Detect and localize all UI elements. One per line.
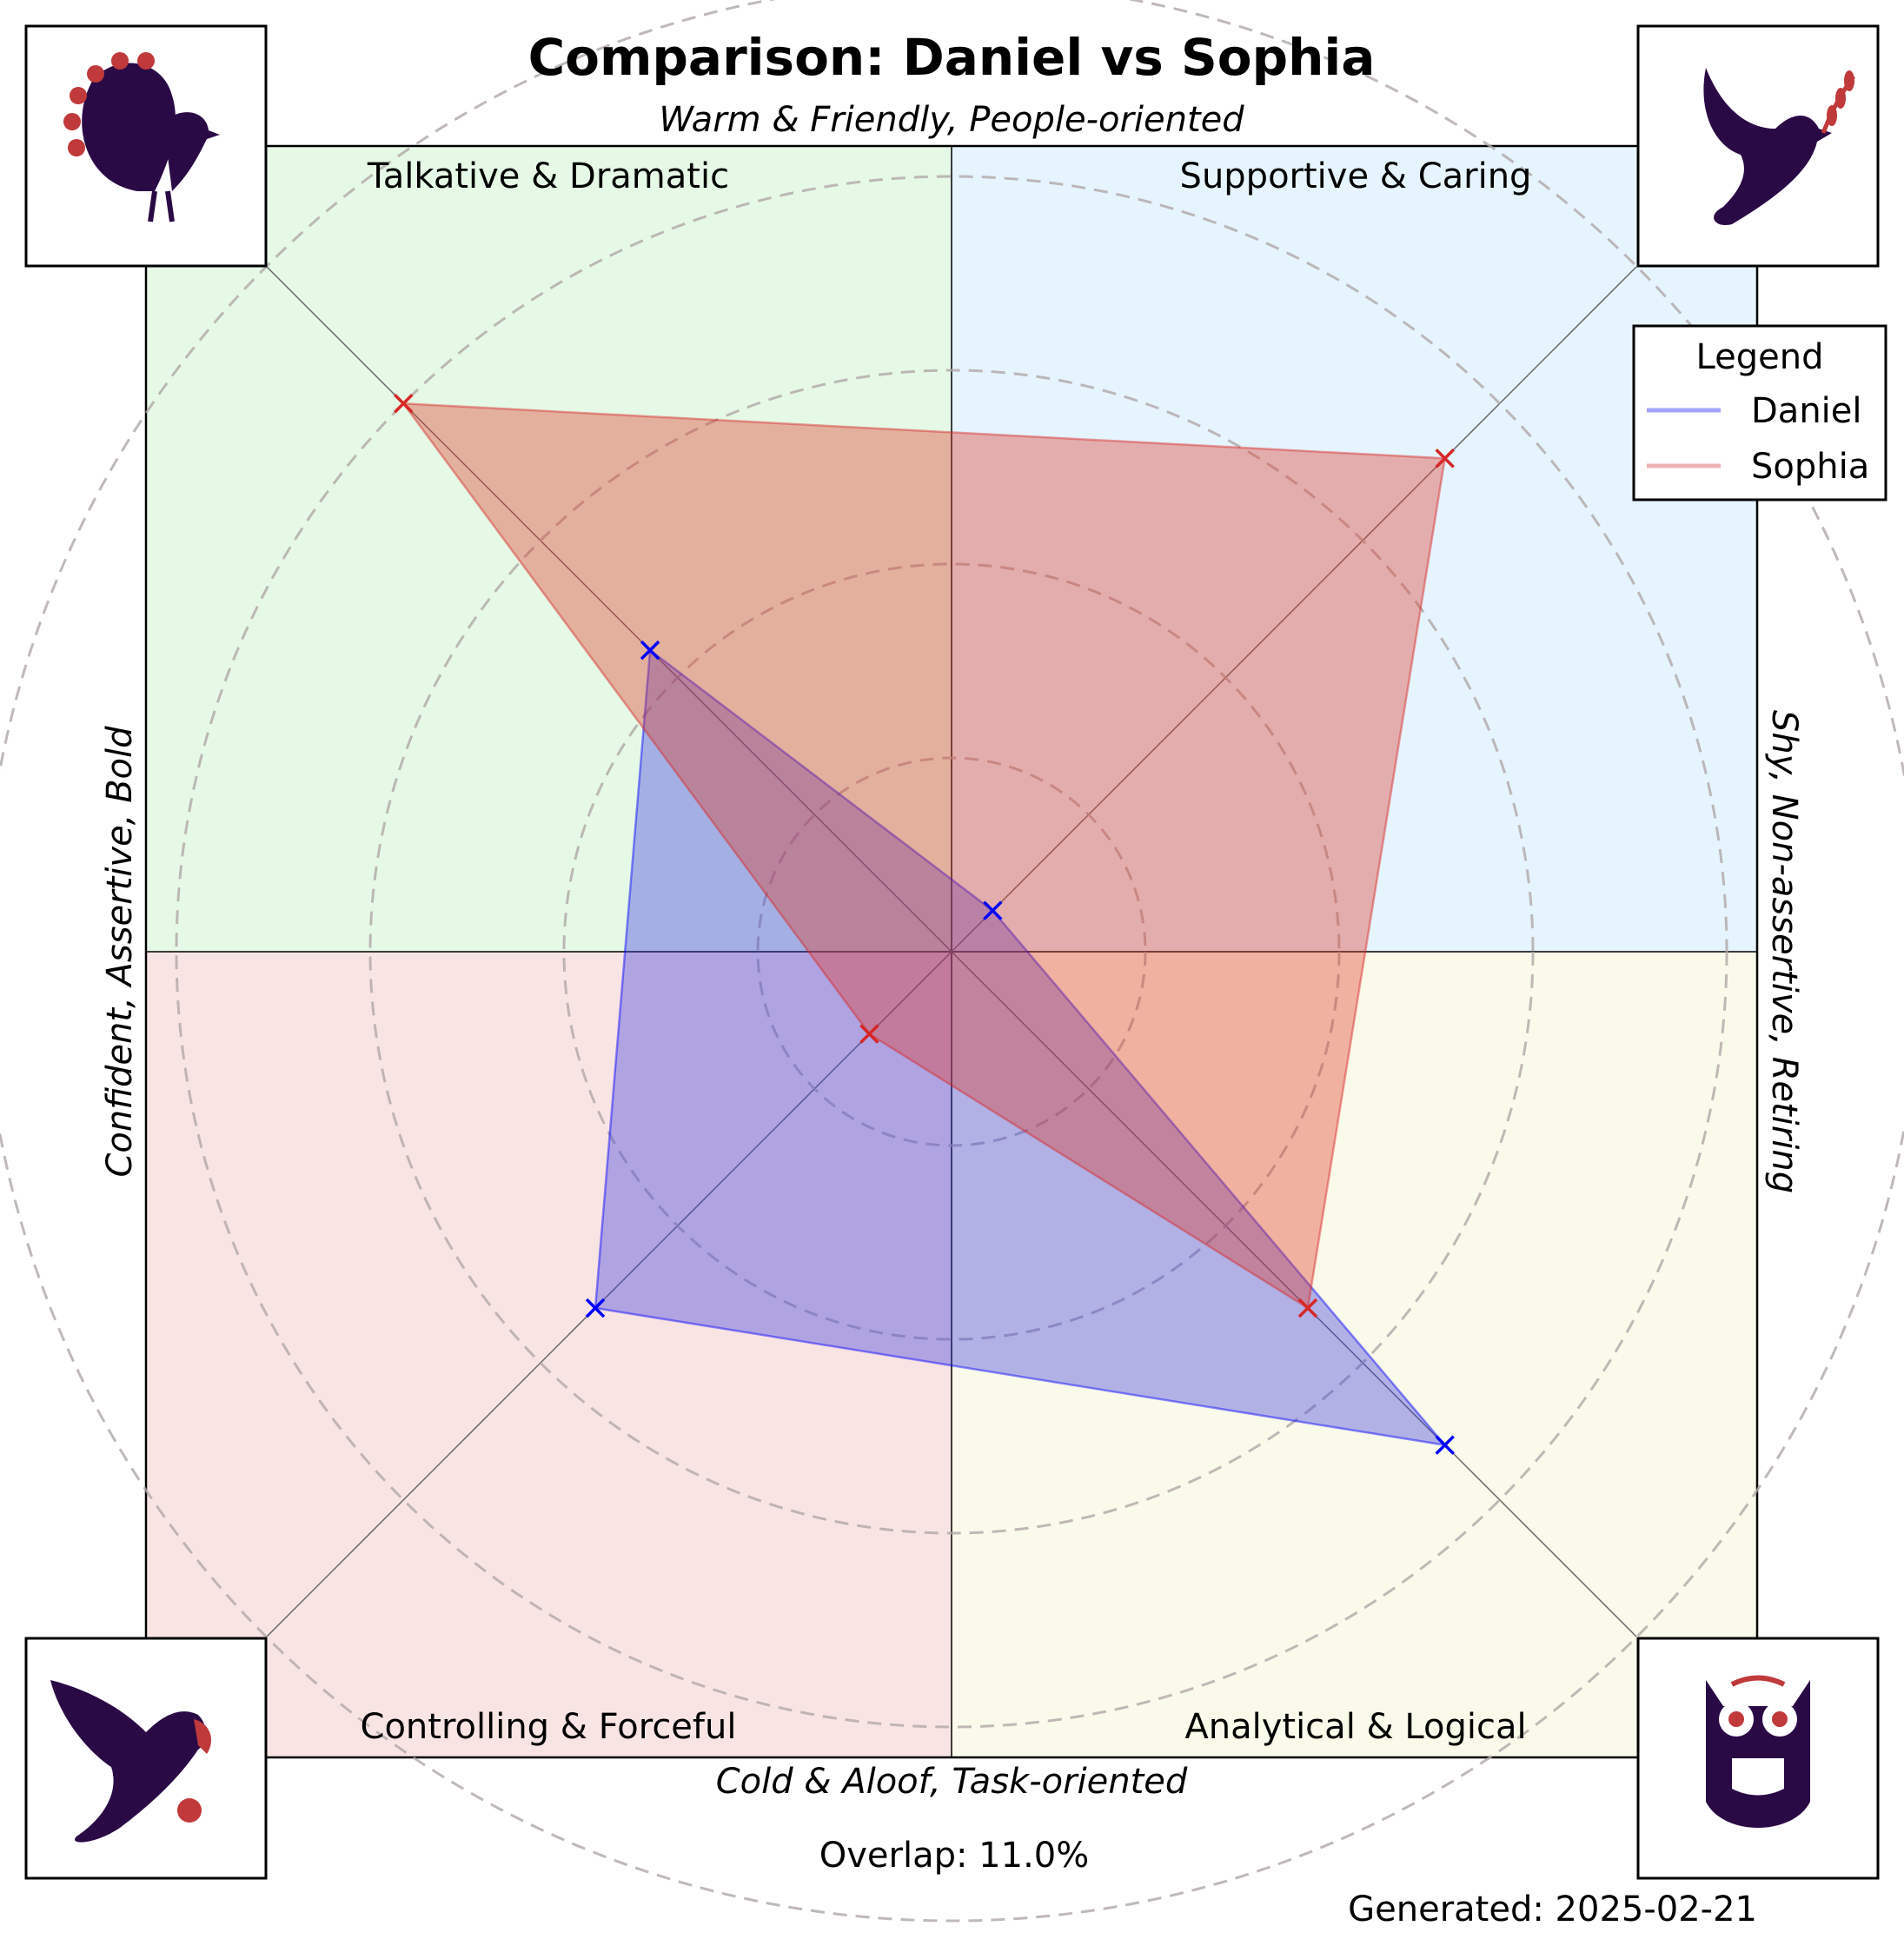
axis-line-analytical [951,951,1637,1637]
generated-date: Generated: 2025-02-21 [1348,1890,1757,1929]
data-point-sophia [1297,1298,1318,1318]
overlap-text: Overlap: 11.0% [819,1836,1090,1876]
data-point-daniel [983,900,1003,920]
data-point-sophia [859,1024,879,1044]
quadrant-label-controlling: Controlling & Forceful [361,1707,737,1747]
quadrant-label-analytical: Analytical & Logical [1184,1707,1526,1747]
legend: Legend Daniel Sophia [1632,324,1887,501]
diagonal-axes [266,266,1637,1637]
axis-label-top: Warm & Friendly, People-oriented [659,100,1244,140]
eagle-icon [24,1637,268,1880]
data-point-daniel [585,1298,606,1318]
dove-icon [1636,24,1880,268]
data-point-sophia [394,394,414,414]
legend-label-daniel: Daniel [1751,391,1862,431]
axis-label-right: Shy, Non-assertive, Retiring [1764,710,1804,1193]
legend-label-sophia: Sophia [1751,447,1869,487]
grid-ring [756,756,1147,1147]
owl-icon [1636,1637,1880,1880]
plot-frame [144,144,1759,1759]
series-layer [394,394,1455,1455]
quadrant-label-talkative: Talkative & Dramatic [367,156,729,196]
axis-label-left: Confident, Assertive, Bold [100,726,140,1178]
chart-title: Comparison: Daniel vs Sophia [528,28,1376,87]
axis-line-talkative [266,266,952,953]
data-point-sophia [1435,448,1455,468]
quadrant-label-supportive: Supportive & Caring [1180,156,1532,196]
axis-line-supportive [951,266,1637,953]
axis-line-controlling [266,951,952,1637]
grid-ring [175,175,1728,1729]
data-point-daniel [1435,1435,1455,1455]
grid-ring [368,369,1535,1535]
peacock-icon [24,24,268,268]
legend-title: Legend [1696,337,1824,377]
axis-label-bottom: Cold & Aloof, Task-oriented [716,1762,1188,1802]
data-point-daniel [640,640,660,661]
grid-ring [562,562,1341,1341]
